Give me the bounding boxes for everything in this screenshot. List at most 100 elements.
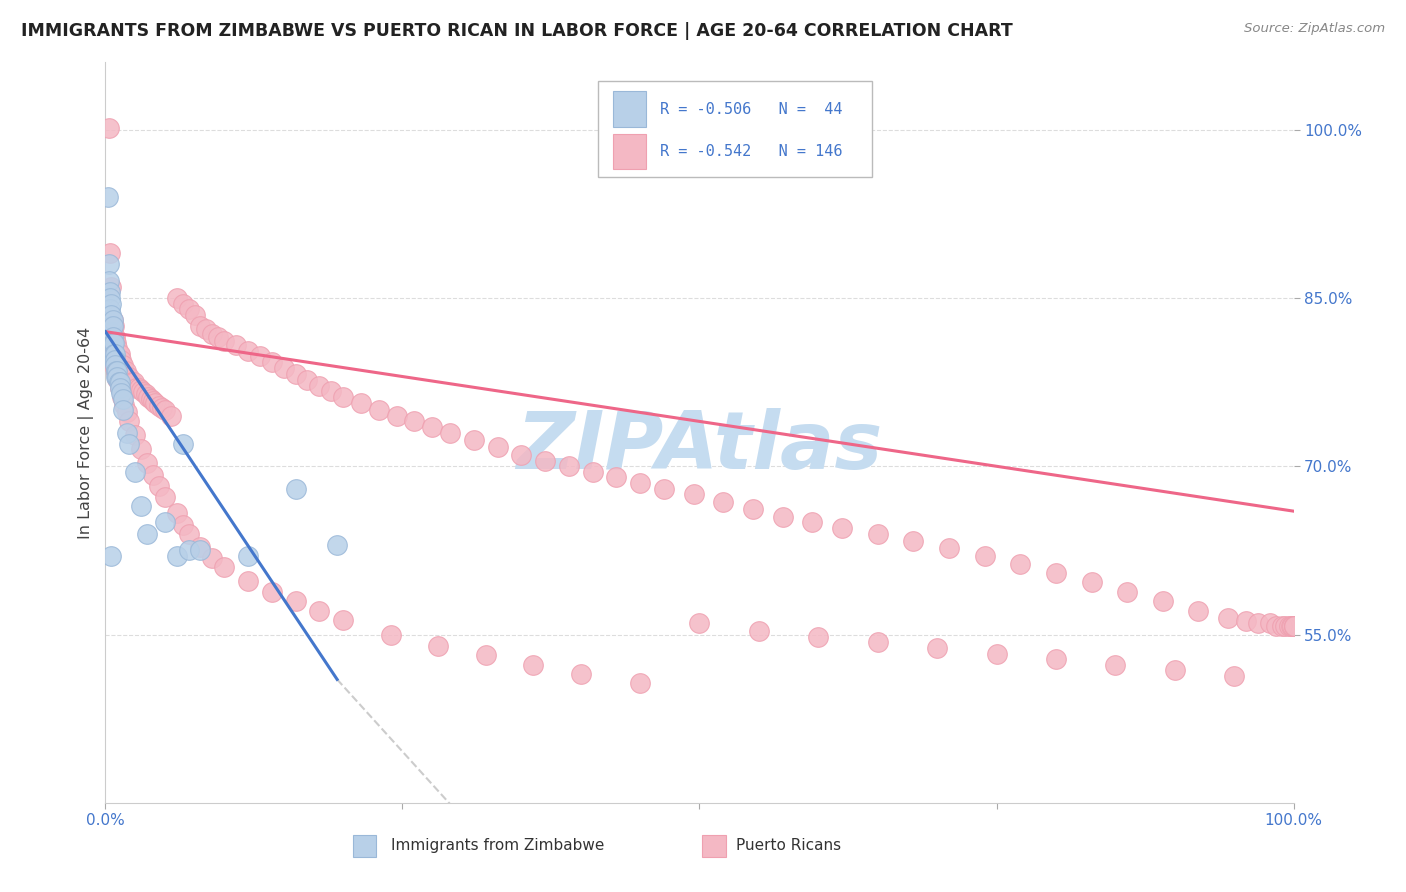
Point bbox=[100, 296, 122, 310]
Point bbox=[486, 440, 509, 454]
Point bbox=[938, 541, 960, 556]
Point bbox=[177, 526, 200, 541]
Point bbox=[682, 487, 704, 501]
Point bbox=[195, 322, 218, 336]
Point bbox=[973, 549, 995, 563]
Text: R = -0.506   N =  44: R = -0.506 N = 44 bbox=[661, 102, 842, 117]
Point bbox=[105, 335, 128, 350]
Point bbox=[225, 338, 247, 352]
Point bbox=[101, 319, 124, 334]
Point bbox=[98, 246, 121, 260]
Point bbox=[136, 390, 159, 404]
Point bbox=[100, 343, 122, 358]
Point bbox=[112, 403, 135, 417]
Point bbox=[689, 616, 711, 631]
Point bbox=[166, 291, 188, 305]
Point bbox=[236, 549, 259, 563]
Point bbox=[153, 403, 176, 417]
Point bbox=[1223, 669, 1246, 683]
Point bbox=[1282, 618, 1305, 632]
Point bbox=[558, 459, 581, 474]
Point bbox=[380, 627, 402, 641]
Point bbox=[866, 526, 889, 541]
Point bbox=[100, 308, 122, 322]
Point bbox=[142, 468, 165, 483]
Point bbox=[831, 521, 853, 535]
Point bbox=[463, 434, 485, 448]
Bar bbox=[613, 134, 645, 169]
Bar bbox=[702, 835, 725, 857]
Point bbox=[101, 319, 124, 334]
Point bbox=[1281, 618, 1303, 632]
Point bbox=[510, 448, 533, 462]
Point bbox=[742, 502, 765, 516]
Point bbox=[107, 375, 129, 389]
Point bbox=[105, 366, 128, 380]
Point bbox=[172, 517, 194, 532]
Point bbox=[385, 409, 408, 423]
Point bbox=[105, 364, 128, 378]
Point bbox=[628, 675, 651, 690]
Point bbox=[308, 378, 330, 392]
Point bbox=[439, 425, 461, 440]
Point bbox=[101, 349, 124, 363]
Point bbox=[350, 396, 373, 410]
Point bbox=[1187, 604, 1209, 618]
Point bbox=[124, 465, 146, 479]
Point bbox=[201, 326, 224, 341]
Point bbox=[101, 313, 124, 327]
Point bbox=[1258, 616, 1281, 631]
Point bbox=[925, 640, 948, 655]
Point bbox=[172, 437, 194, 451]
Point bbox=[1104, 657, 1126, 672]
FancyBboxPatch shape bbox=[599, 81, 872, 178]
Point bbox=[986, 647, 1008, 661]
Point bbox=[427, 639, 450, 653]
Point bbox=[114, 364, 136, 378]
Point bbox=[98, 120, 121, 135]
Point bbox=[98, 291, 121, 305]
Point bbox=[166, 549, 188, 563]
Point bbox=[98, 338, 121, 352]
Point bbox=[1164, 664, 1187, 678]
Point bbox=[260, 585, 283, 599]
Point bbox=[105, 369, 128, 384]
Point bbox=[108, 381, 131, 395]
Point bbox=[801, 516, 824, 530]
Point bbox=[214, 334, 236, 348]
Point bbox=[98, 257, 121, 271]
Point bbox=[125, 381, 148, 395]
Point bbox=[1282, 618, 1305, 632]
Point bbox=[1010, 557, 1032, 571]
Point bbox=[190, 540, 212, 554]
Point bbox=[129, 383, 152, 397]
Point bbox=[108, 347, 131, 361]
Point bbox=[1080, 574, 1102, 589]
Point bbox=[104, 352, 127, 367]
Point bbox=[143, 396, 166, 410]
Bar bbox=[353, 835, 377, 857]
Point bbox=[103, 347, 125, 361]
Point bbox=[115, 425, 138, 440]
Point bbox=[129, 499, 152, 513]
Point bbox=[534, 453, 557, 467]
Point bbox=[172, 296, 194, 310]
Point bbox=[903, 534, 925, 549]
Point bbox=[326, 538, 349, 552]
Point bbox=[100, 319, 122, 334]
Point bbox=[114, 398, 136, 412]
Point bbox=[152, 401, 174, 415]
Point bbox=[190, 543, 212, 558]
Point bbox=[260, 355, 283, 369]
Point bbox=[711, 495, 734, 509]
Point bbox=[103, 352, 125, 367]
Point bbox=[100, 549, 122, 563]
Point bbox=[605, 470, 627, 484]
Point bbox=[332, 390, 354, 404]
Point bbox=[105, 364, 128, 378]
Point bbox=[522, 657, 544, 672]
Point bbox=[111, 359, 134, 373]
Point bbox=[108, 381, 131, 395]
Point bbox=[135, 387, 157, 401]
Point bbox=[1152, 594, 1174, 608]
